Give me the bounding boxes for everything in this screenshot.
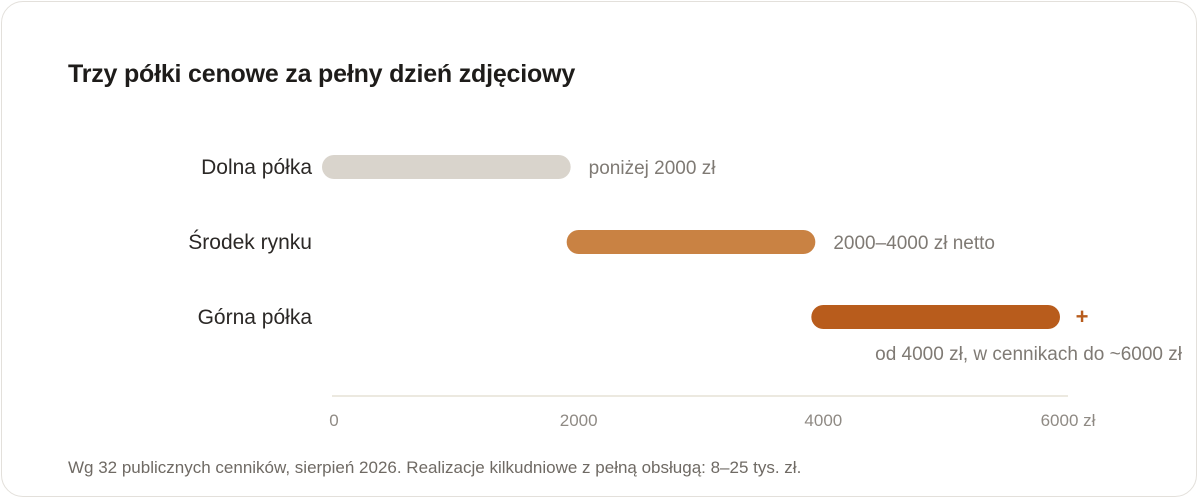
chart-footnote: Wg 32 publicznych cenników, sierpień 202…: [68, 458, 802, 477]
open-ended-marker: +: [1076, 304, 1089, 329]
category-label: Górna półka: [198, 306, 313, 329]
x-tick-label: 4000: [804, 411, 842, 430]
x-tick-label: 6000 zł: [1041, 411, 1096, 430]
x-tick-label: 2000: [560, 411, 598, 430]
bar-value-label: 2000–4000 zł netto: [833, 233, 995, 254]
range-bar: [322, 155, 571, 179]
range-bar: [566, 230, 816, 254]
x-tick-label: 0: [329, 411, 338, 430]
bar-value-label: poniżej 2000 zł: [589, 158, 717, 179]
category-label: Środek rynku: [188, 230, 312, 254]
category-label: Dolna półka: [201, 156, 312, 179]
chart-title: Trzy półki cenowe za pełny dzień zdjęcio…: [68, 60, 576, 88]
range-bar: [811, 305, 1060, 329]
bar-value-label: od 4000 zł, w cennikach do ~6000 zł: [875, 344, 1183, 365]
